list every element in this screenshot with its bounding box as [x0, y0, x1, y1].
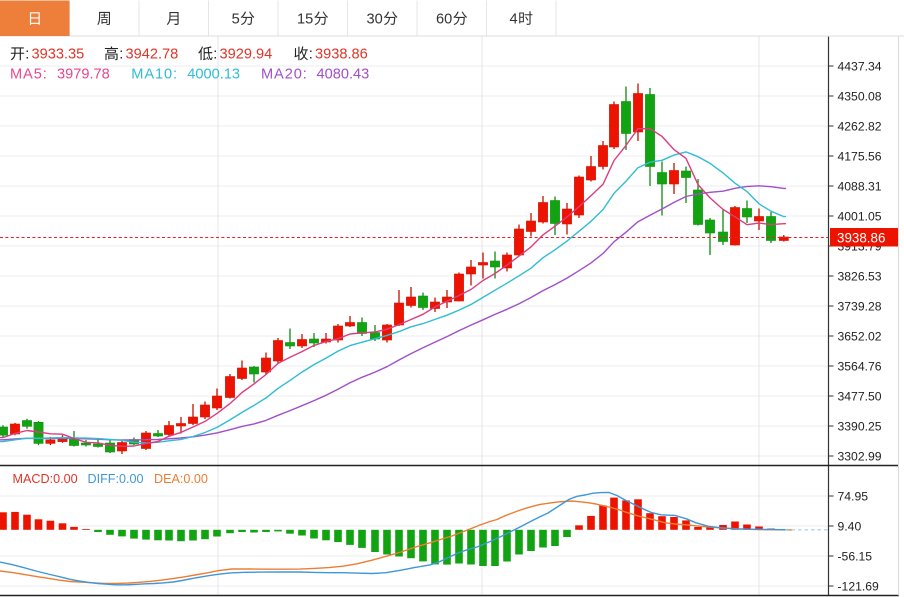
- svg-text:3564.76: 3564.76: [838, 359, 882, 373]
- svg-text:3938.86: 3938.86: [315, 47, 368, 63]
- svg-text:4350.08: 4350.08: [838, 89, 882, 103]
- svg-text:60: 60: [436, 11, 452, 27]
- svg-text:15: 15: [297, 11, 313, 27]
- svg-text:MA20:: MA20:: [261, 66, 308, 82]
- svg-text:DEA:0.00: DEA:0.00: [154, 472, 208, 486]
- svg-text:4000.13: 4000.13: [187, 66, 240, 82]
- svg-text:3390.25: 3390.25: [838, 419, 882, 433]
- svg-text:4: 4: [510, 11, 518, 27]
- svg-text:74.95: 74.95: [838, 489, 869, 503]
- svg-text:3652.02: 3652.02: [838, 329, 882, 343]
- svg-text:MACD:0.00: MACD:0.00: [13, 472, 78, 486]
- svg-text:4262.82: 4262.82: [838, 119, 882, 133]
- svg-text::: :: [25, 47, 29, 63]
- svg-text:3938.86: 3938.86: [837, 231, 885, 246]
- svg-text:4080.43: 4080.43: [317, 66, 370, 82]
- svg-text::: :: [119, 47, 123, 63]
- svg-text:9.40: 9.40: [838, 519, 862, 533]
- svg-text:-56.15: -56.15: [838, 549, 873, 563]
- svg-text:3933.35: 3933.35: [32, 47, 85, 63]
- svg-text::: :: [213, 47, 217, 63]
- svg-text:3942.78: 3942.78: [126, 47, 179, 63]
- svg-text:4175.56: 4175.56: [838, 149, 882, 163]
- svg-text:DIFF:0.00: DIFF:0.00: [88, 472, 144, 486]
- svg-text:MA5:: MA5:: [10, 66, 48, 82]
- svg-text:MA10:: MA10:: [131, 66, 178, 82]
- svg-text:4001.05: 4001.05: [838, 209, 882, 223]
- svg-text:4088.31: 4088.31: [838, 179, 882, 193]
- svg-text:3826.53: 3826.53: [838, 269, 882, 283]
- svg-text:5: 5: [232, 11, 240, 27]
- svg-text::: :: [309, 47, 313, 63]
- svg-text:4437.34: 4437.34: [838, 59, 882, 73]
- svg-text:3302.99: 3302.99: [838, 449, 882, 463]
- svg-text:3979.78: 3979.78: [57, 66, 110, 82]
- svg-text:30: 30: [367, 11, 383, 27]
- svg-text:3477.50: 3477.50: [838, 389, 882, 403]
- svg-text:3739.28: 3739.28: [838, 299, 882, 313]
- svg-text:3929.94: 3929.94: [220, 47, 273, 63]
- svg-text:-121.69: -121.69: [838, 579, 880, 593]
